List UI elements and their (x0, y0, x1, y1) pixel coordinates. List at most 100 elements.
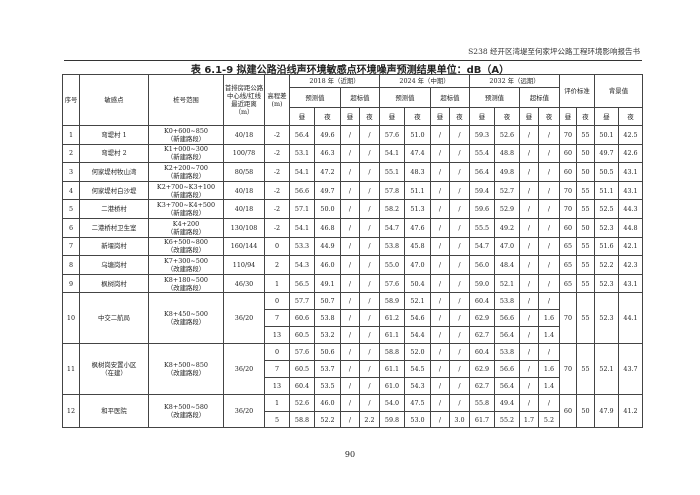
standard-day: 60 (559, 217, 577, 238)
standard-day: 70 (559, 125, 577, 145)
exceed-value: 1.6 (538, 360, 560, 379)
exceed-value: / (538, 236, 560, 257)
exceed-value: / (340, 236, 360, 257)
exceed-value: / (359, 394, 380, 412)
predicted-value: 54.1 (289, 162, 315, 182)
background-day: 52.5 (594, 199, 619, 219)
exceed-value: / (538, 180, 560, 201)
exceed-value: / (449, 180, 470, 201)
col-no: 序号 (62, 74, 80, 126)
predicted-value: 52.7 (494, 180, 520, 201)
sensitive-point: 新堰岗村 (79, 236, 149, 257)
exceed-value: / (449, 394, 470, 412)
standard-day: 60 (559, 162, 577, 182)
exceed-value: / (340, 360, 360, 379)
elevation-diff: -2 (264, 217, 290, 238)
table-row: 1 弯堤村 1 K0+600~850 （新建路段） 40/18 -2 56.4 49.6//5… (62, 125, 644, 145)
chainage-range: K8+500~580 （改建路段） (148, 394, 224, 429)
point-name: 乌塘岗村 (101, 260, 127, 269)
exceed-value: / (340, 255, 360, 275)
section-type: （改建路段） (166, 369, 206, 378)
predicted-value: 52.0 (404, 343, 431, 362)
exceed-value: / (449, 326, 470, 345)
exceed-value: 1.6 (538, 309, 560, 328)
exceed-value: 1.4 (538, 326, 560, 345)
col-night: 夜 (494, 107, 520, 126)
section-type: （改建路段） (166, 411, 206, 420)
col-predicted: 预测值 (469, 87, 520, 108)
chainage-range: K3+700~K4+500 （新建路段） (148, 199, 224, 219)
predicted-value: 58.9 (379, 292, 405, 311)
background-night: 43.1 (617, 180, 644, 201)
predicted-value: 60.4 (469, 343, 495, 362)
predicted-value: 46.3 (314, 143, 341, 164)
predicted-value: 60.5 (289, 326, 315, 345)
predicted-value: 54.5 (404, 360, 431, 379)
section-type: （改建路段） (166, 246, 206, 255)
standard-day: 60 (559, 394, 577, 429)
predicted-value: 56.6 (494, 309, 520, 328)
chainage: K7+300~500 (164, 256, 208, 265)
exceed-value: / (538, 162, 560, 182)
background-day: 52.3 (594, 273, 619, 294)
exceed-value: / (449, 217, 470, 238)
predicted-value: 58.2 (379, 199, 405, 219)
exceed-value: / (538, 292, 560, 311)
background-day: 52.3 (594, 217, 619, 238)
section-type: （改建路段） (166, 283, 206, 292)
predicted-value: 51.3 (404, 199, 431, 219)
predicted-value: 54.1 (289, 217, 315, 238)
standard-day: 65 (559, 273, 577, 294)
exceed-value: / (519, 236, 539, 257)
exceed-value: / (430, 180, 450, 201)
chainage: K2+200~700 (164, 163, 208, 172)
section-type: （新建路段） (166, 227, 206, 236)
table-row: 4 何家堤村白沙堤 K2+700~K3+100 （新建路段） 40/18 -2 56.6 49… (62, 180, 644, 201)
exceed-value: / (430, 217, 450, 238)
col-night: 夜 (538, 107, 560, 126)
elevation-diff: 7 (264, 360, 290, 379)
chainage-range: K8+180~500 （改建路段） (148, 273, 224, 294)
predicted-value: 50.4 (404, 273, 431, 294)
table-row: 6 二港桥村卫生室 K4+200 （新建路段） 130/108 -2 54.1 46.8//5… (62, 217, 644, 238)
exceed-value: / (519, 255, 539, 275)
col-day: 昼 (379, 107, 405, 126)
exceed-value: / (340, 180, 360, 201)
predicted-value: 54.1 (379, 143, 405, 164)
chainage: K8+450~500 (164, 310, 208, 319)
standard-day: 60 (559, 143, 577, 164)
exceed-value: / (430, 273, 450, 294)
background-day: 52.2 (594, 255, 619, 275)
standard-night: 50 (576, 394, 595, 429)
col-day: 昼 (559, 107, 577, 126)
exceed-value: / (430, 143, 450, 164)
predicted-value: 53.3 (289, 236, 315, 257)
exceed-value: / (359, 180, 380, 201)
background-day: 51.1 (594, 180, 619, 201)
exceed-value: 1.4 (538, 377, 560, 396)
sensitive-point: 何家堤村白沙堤 (79, 180, 149, 201)
chainage-range: K2+700~K3+100 （新建路段） (148, 180, 224, 201)
predicted-value: 60.4 (289, 377, 315, 396)
table-row: 8 乌塘岗村 K7+300~500 （改建路段） 110/94 2 54.3 46.0//55… (62, 255, 644, 275)
header-rule (64, 60, 642, 61)
predicted-value: 54.3 (289, 255, 315, 275)
background-day: 52.1 (594, 343, 619, 396)
sensitive-point: 弯堤村 2 (79, 143, 149, 164)
exceed-value: / (538, 394, 560, 412)
chainage: K8+500~580 (164, 403, 208, 412)
background-night: 44.3 (617, 199, 644, 219)
predicted-value: 49.6 (314, 125, 341, 145)
exceed-value: / (519, 125, 539, 145)
exceed-value: / (430, 410, 450, 429)
exceed-value: / (538, 217, 560, 238)
exceed-value: / (430, 360, 450, 379)
exceed-value: / (340, 199, 360, 219)
predicted-value: 51.1 (404, 180, 431, 201)
exceed-value: / (449, 309, 470, 328)
chainage-range: K1+000~300 （新建路段） (148, 143, 224, 164)
point-name: 何家堤村白沙堤 (91, 186, 137, 195)
predicted-value: 51.0 (404, 125, 431, 145)
exceed-value: / (430, 309, 450, 328)
distance: 46/30 (223, 273, 265, 294)
